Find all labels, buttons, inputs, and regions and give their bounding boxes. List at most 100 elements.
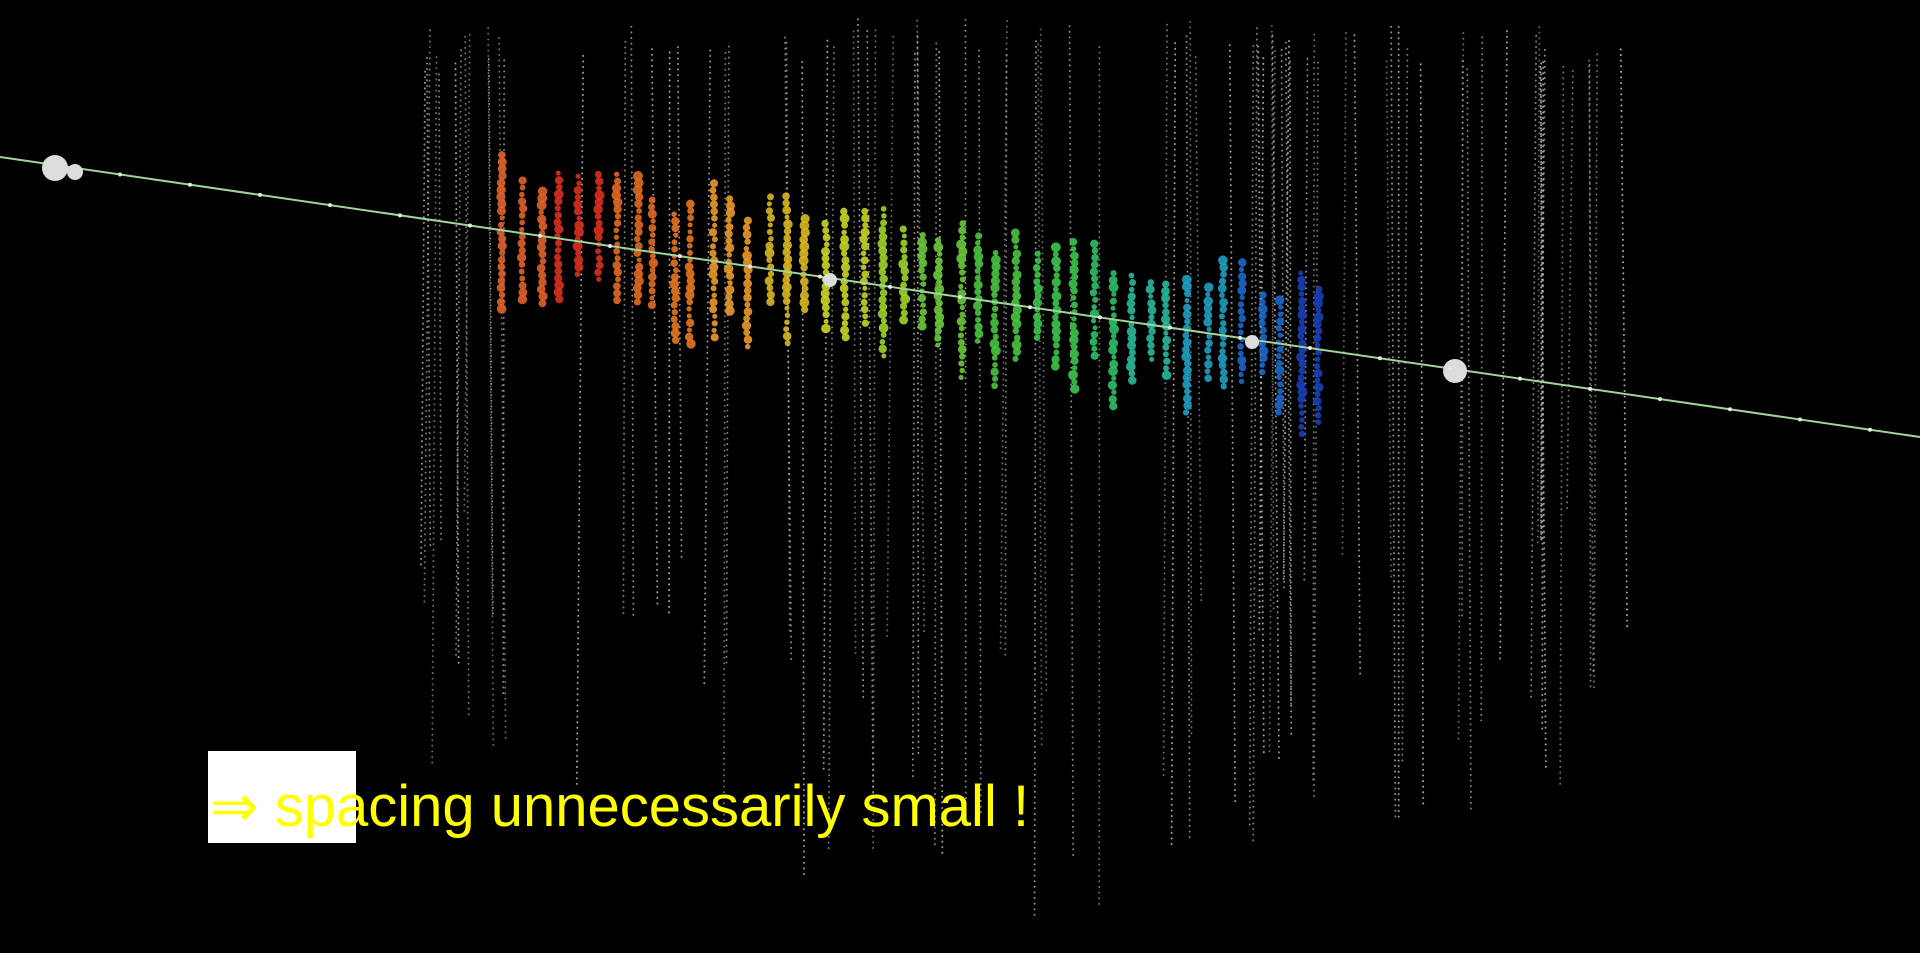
hit <box>1219 326 1227 334</box>
hit <box>1071 295 1077 301</box>
hit <box>900 225 907 232</box>
hit <box>712 236 718 242</box>
hit <box>1299 319 1305 325</box>
hit <box>1219 313 1225 319</box>
hit <box>1148 279 1154 285</box>
hit <box>1092 297 1098 303</box>
hit <box>1299 431 1306 438</box>
hit <box>1091 346 1097 352</box>
hit <box>710 179 718 187</box>
hit <box>650 267 656 273</box>
hit <box>554 197 562 205</box>
hit <box>1148 306 1157 315</box>
hit <box>878 296 886 304</box>
hit <box>595 233 603 241</box>
hit <box>1183 338 1192 347</box>
hit <box>959 326 965 332</box>
hit <box>649 296 654 301</box>
caption: ⇒ spacing unnecessarily small ! <box>210 774 1029 839</box>
hit <box>959 368 964 373</box>
hit <box>1071 246 1077 252</box>
hit <box>841 230 847 236</box>
hit <box>725 285 734 294</box>
hit <box>1184 360 1191 367</box>
hit <box>861 299 868 306</box>
hit <box>767 193 774 200</box>
hit <box>726 208 735 217</box>
hit <box>499 250 505 256</box>
hit <box>1238 308 1245 315</box>
hit <box>1315 328 1322 335</box>
hit <box>1205 292 1210 297</box>
track-point <box>538 234 542 238</box>
hit <box>728 280 733 285</box>
hit <box>725 243 734 252</box>
hit <box>1313 298 1323 308</box>
hit <box>498 222 504 228</box>
hit <box>1278 305 1283 310</box>
hit <box>973 301 982 310</box>
hit <box>843 307 848 312</box>
hit <box>1090 268 1098 276</box>
hit <box>1219 298 1228 307</box>
hit <box>1128 376 1136 384</box>
hit <box>635 214 642 221</box>
hit <box>1162 370 1172 380</box>
hit <box>1110 298 1117 305</box>
hit <box>688 222 693 227</box>
hit <box>992 362 998 368</box>
hit <box>1298 424 1304 430</box>
hit <box>935 343 940 348</box>
hit <box>1313 334 1321 342</box>
hit <box>743 230 752 239</box>
hit <box>519 212 526 219</box>
hit <box>613 205 621 213</box>
hit <box>1259 369 1265 375</box>
hit <box>725 293 732 300</box>
hit <box>1163 365 1169 371</box>
hit <box>1220 271 1227 278</box>
hit <box>861 250 867 256</box>
hit <box>593 205 602 214</box>
hit <box>710 187 717 194</box>
hit <box>686 319 694 327</box>
hit <box>1033 264 1041 272</box>
hit <box>1146 334 1154 342</box>
hit <box>1278 311 1283 316</box>
hit <box>919 273 926 280</box>
hit <box>1035 292 1042 299</box>
hit <box>1053 251 1059 257</box>
hit <box>1129 349 1136 356</box>
hit <box>958 226 966 234</box>
hit <box>1259 354 1267 362</box>
hit <box>900 246 907 253</box>
hit <box>933 242 943 252</box>
hit <box>900 294 910 304</box>
hit <box>881 213 887 219</box>
hit <box>520 185 526 191</box>
hit <box>614 235 619 240</box>
hit <box>1161 294 1170 303</box>
hit <box>497 284 506 293</box>
hit <box>784 215 789 220</box>
hit <box>765 276 774 285</box>
hit <box>1163 331 1168 336</box>
hit <box>1052 291 1062 301</box>
hit <box>822 311 829 318</box>
hit <box>957 317 966 326</box>
track-point <box>818 275 822 279</box>
hit <box>959 311 965 317</box>
hit <box>686 306 691 311</box>
track-point <box>888 285 892 289</box>
hit <box>785 340 791 346</box>
hit <box>613 248 620 255</box>
hit <box>649 197 656 204</box>
hit <box>861 306 869 314</box>
hit <box>596 185 602 191</box>
hit <box>974 280 983 289</box>
hit <box>1204 347 1211 354</box>
hit <box>1237 356 1246 365</box>
hit <box>824 319 829 324</box>
hit <box>1034 272 1040 278</box>
hit <box>1072 365 1078 371</box>
